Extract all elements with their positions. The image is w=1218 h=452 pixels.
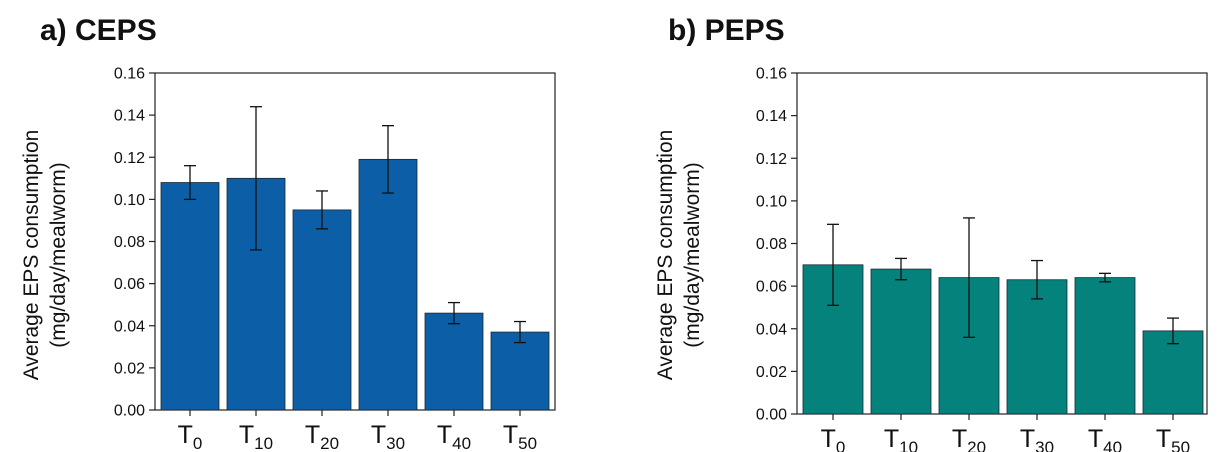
category-subscript: 20 (320, 434, 339, 452)
panel-a-error-bar (184, 165, 196, 201)
panel-a-ytick-label: 0.14 (114, 108, 145, 125)
category-main: T (821, 425, 836, 452)
panel-b-bar (870, 268, 932, 415)
panel-b-ylabel: Average EPS consumption (mg/day/mealworm… (654, 130, 704, 381)
panel-b-ytick-label: 0.12 (756, 151, 787, 168)
panel-a-ytick-label: 0.12 (114, 150, 145, 167)
category-subscript: 40 (1103, 438, 1122, 452)
panel-b-ytick-label: 0.16 (756, 66, 787, 83)
panel-b-error-bar (1099, 272, 1111, 283)
category-subscript: 10 (899, 438, 918, 452)
panel-b-bar (1074, 277, 1136, 415)
panel-b-ytick-label: 0.00 (756, 407, 787, 424)
panel-a-ylabel-line1: Average EPS consumption (20, 130, 43, 381)
panel-b-category-label: T30 (1020, 425, 1054, 452)
panel-a-error-bar (250, 106, 262, 251)
category-subscript: 20 (967, 438, 986, 452)
category-main: T (1088, 425, 1103, 452)
category-main: T (1020, 425, 1035, 452)
category-main: T (305, 421, 320, 449)
panel-a-ytick-label: 0.10 (114, 192, 145, 209)
category-main: T (178, 421, 193, 449)
panel-b-error-bar (1031, 259, 1043, 300)
panel-b-ylabel-line1: Average EPS consumption (654, 130, 677, 381)
panel-a-ylabel: Average EPS consumption (mg/day/mealworm… (20, 130, 70, 381)
panel-b-ytick-label: 0.04 (756, 321, 787, 338)
category-main: T (884, 425, 899, 452)
category-subscript: 40 (452, 434, 471, 452)
panel-a-bar (490, 331, 550, 411)
panel-b-error-bar (827, 223, 839, 306)
category-main: T (371, 421, 386, 449)
panel-b-bar (1006, 279, 1068, 415)
panel-a-ytick-label: 0.08 (114, 234, 145, 251)
panel-a-ytick-label: 0.00 (114, 403, 145, 420)
category-subscript: 0 (193, 434, 202, 452)
category-main: T (952, 425, 967, 452)
panel-a-ytick-label: 0.04 (114, 318, 145, 335)
panel-b-title: b) PEPS (668, 14, 785, 47)
panel-a-category-label: T30 (371, 421, 405, 452)
panel-b-category-label: T50 (1156, 425, 1190, 452)
panel-b-category-label: T10 (884, 425, 918, 452)
panel-a-ytick-label: 0.16 (114, 66, 145, 83)
panel-a-bar (160, 182, 220, 411)
panel-b-ytick-label: 0.10 (756, 193, 787, 210)
category-main: T (437, 421, 452, 449)
panel-a-error-bar (316, 190, 328, 230)
panel-b-ytick-label: 0.14 (756, 108, 787, 125)
panel-b-ytick-label: 0.06 (756, 279, 787, 296)
panel-a-category-label: T40 (437, 421, 471, 452)
panel-a-bar (358, 158, 418, 411)
panel-a: a) CEPS Average EPS consumption (mg/day/… (20, 14, 556, 452)
panel-a-category-label: T10 (239, 421, 273, 452)
category-subscript: 10 (254, 434, 273, 452)
panel-a-category-label: T0 (178, 421, 203, 452)
category-subscript: 50 (518, 434, 537, 452)
panel-a-bar (292, 209, 352, 411)
panel-a-ylabel-line2: (mg/day/mealworm) (47, 162, 70, 348)
panel-a-error-bar (382, 125, 394, 194)
panel-b-error-bar (1167, 317, 1179, 345)
panel-a-bar (424, 312, 484, 411)
panel-a-error-bar (514, 320, 526, 344)
panel-b-category-label: T20 (952, 425, 986, 452)
panel-b-bar (1142, 330, 1204, 415)
category-subscript: 30 (1035, 438, 1054, 452)
panel-a-ytick-label: 0.06 (114, 276, 145, 293)
category-main: T (1156, 425, 1171, 452)
panel-b-ytick-label: 0.02 (756, 364, 787, 381)
category-main: T (503, 421, 518, 449)
category-subscript: 0 (836, 438, 845, 452)
panel-b-error-bar (963, 217, 975, 338)
category-subscript: 50 (1171, 438, 1190, 452)
panel-b-category-label: T40 (1088, 425, 1122, 452)
panel-a-error-bar (448, 301, 460, 325)
category-subscript: 30 (386, 434, 405, 452)
panel-b-category-label: T0 (821, 425, 846, 452)
panel-b-error-bar (895, 257, 907, 281)
panel-a-category-label: T50 (503, 421, 537, 452)
panel-a-title: a) CEPS (40, 14, 157, 47)
panel-b: b) PEPS Average EPS consumption (mg/day/… (654, 14, 1208, 452)
panel-b-ylabel-line2: (mg/day/mealworm) (681, 162, 704, 348)
panel-b-ytick-label: 0.08 (756, 236, 787, 253)
panel-a-ytick-label: 0.02 (114, 360, 145, 377)
panel-a-category-label: T20 (305, 421, 339, 452)
category-main: T (239, 421, 254, 449)
